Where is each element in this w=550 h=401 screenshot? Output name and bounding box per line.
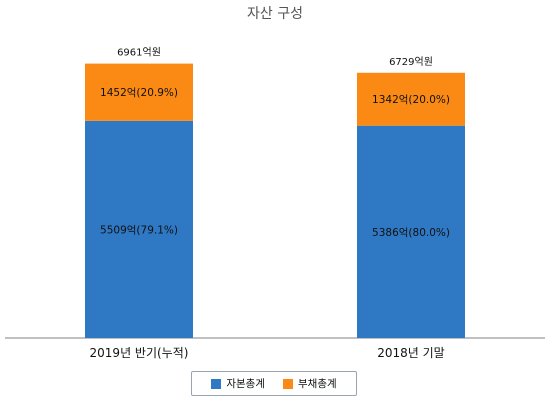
data-label: 5509억(79.1%): [100, 224, 178, 236]
legend-swatch-liabilities: [283, 378, 293, 389]
bar-segment-capital[interactable]: [85, 120, 193, 338]
total-label: 6729억원: [389, 56, 433, 68]
total-label: 6961억원: [117, 47, 161, 59]
chart-title: 자산 구성: [247, 6, 303, 22]
legend-item-liabilities[interactable]: 부채총계: [283, 376, 337, 391]
legend-swatch-capital: [211, 378, 222, 389]
data-label: 5386억(80.0%): [372, 227, 450, 239]
data-label: 1342억(20.0%): [372, 94, 450, 106]
bar-segment-capital[interactable]: [357, 125, 465, 338]
bar-segment-liabilities[interactable]: [85, 63, 193, 121]
legend-label-capital: 자본총계: [226, 378, 265, 390]
legend: 자본총계 부채총계: [191, 371, 357, 396]
category-label: 2019년 반기(누적): [90, 346, 189, 360]
data-label: 1452억(20.9%): [100, 87, 178, 99]
legend-label-liabilities: 부채총계: [298, 378, 337, 390]
bar-group: 5509억(79.1%) 1452억(20.9%) 6961억원 2019년 반기(누…: [85, 47, 465, 360]
legend-item-capital[interactable]: 자본총계: [211, 376, 265, 391]
category-label: 2018년 기말: [377, 346, 444, 360]
bar-segment-liabilities[interactable]: [357, 72, 465, 126]
